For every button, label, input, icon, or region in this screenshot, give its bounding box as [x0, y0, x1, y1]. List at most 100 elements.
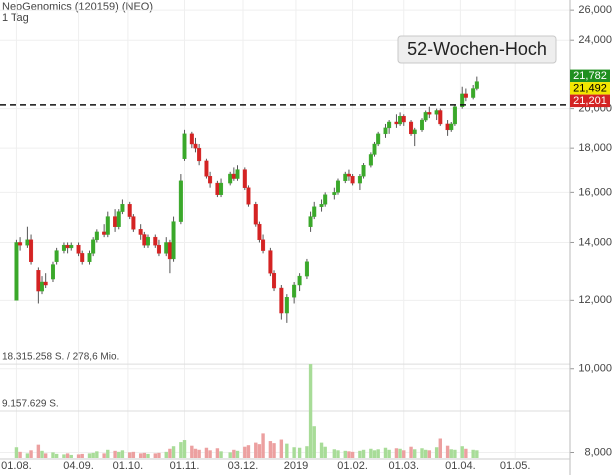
chart-subtitle: 1 Tag	[2, 12, 29, 24]
volume-bar	[387, 449, 391, 458]
candle-body	[40, 281, 45, 292]
volume-bar	[445, 445, 450, 458]
volume-bar	[420, 448, 424, 458]
volume-bar	[372, 450, 377, 458]
y-tick-label: 12,000	[578, 294, 612, 306]
candle-body	[335, 180, 340, 193]
volume-bar	[40, 450, 44, 458]
candle-body	[94, 231, 99, 241]
candle-body	[156, 244, 161, 254]
volume-tick-label: 18.315.258 S. / 278,6 Mio.	[2, 352, 119, 363]
x-tick-label: 01.03.	[388, 460, 419, 472]
candle-body	[412, 129, 417, 135]
candle-body	[449, 123, 454, 131]
candle-body	[268, 250, 273, 274]
y-tick-label: 24,000	[578, 34, 612, 46]
candle-body	[182, 133, 187, 159]
candle-body	[29, 239, 34, 262]
volume-bar	[376, 449, 380, 458]
price-label: 21,492	[573, 82, 607, 94]
volume-bar	[102, 453, 106, 458]
candle-body	[76, 244, 81, 254]
volume-bar	[413, 449, 417, 458]
y-tick-label: 14,000	[578, 236, 612, 248]
volume-bar	[347, 451, 351, 458]
candle-body	[91, 239, 96, 254]
volume-bar	[369, 448, 373, 458]
price-label-box	[570, 69, 610, 83]
candle-body	[292, 284, 297, 298]
candle-body	[69, 244, 74, 249]
candle-body	[18, 242, 23, 246]
candle-body	[368, 154, 373, 166]
candle-body	[65, 244, 70, 249]
volume-bar	[305, 446, 309, 458]
candle-body	[253, 204, 258, 225]
candle-body	[142, 234, 147, 246]
x-tick-label: 01.04.	[445, 460, 476, 472]
y-tick-label: 10,000	[578, 363, 612, 375]
candle-body	[279, 287, 284, 314]
candle-body	[346, 173, 351, 177]
candle-body	[219, 182, 224, 195]
volume-bar	[95, 451, 99, 458]
annotation-box	[397, 35, 557, 64]
candle-body	[113, 216, 118, 227]
y-tick-label: 16,000	[578, 186, 612, 198]
volume-bar	[197, 449, 201, 458]
x-tick-label: 03.12.	[228, 460, 259, 472]
volume-bar	[246, 445, 251, 458]
volume-bar	[232, 449, 236, 458]
volume-bar	[336, 450, 340, 458]
volume-bar	[168, 448, 172, 458]
volume-bar	[394, 448, 399, 458]
candle-body	[197, 147, 202, 162]
candle-body	[204, 160, 209, 177]
volume-bar	[157, 452, 161, 458]
candle-body	[235, 169, 240, 179]
candle-body	[120, 204, 125, 212]
x-tick-label: 01.10.	[113, 460, 144, 472]
candle-body	[215, 182, 220, 195]
volume-bar	[76, 454, 81, 458]
candle-body	[460, 93, 465, 107]
candle-body	[208, 176, 213, 184]
candle-body	[471, 88, 476, 98]
candle-body	[423, 112, 428, 121]
candle-body	[401, 115, 406, 123]
volume-bar	[142, 452, 147, 458]
price-label-box	[570, 82, 610, 95]
volume-bar	[272, 443, 276, 458]
volume-bar	[471, 449, 475, 458]
candle-body	[297, 275, 302, 286]
volume-bar	[257, 444, 262, 458]
volume-bar	[146, 453, 150, 458]
x-tick-label: 04.09.	[63, 460, 94, 472]
volume-bar	[153, 453, 157, 458]
candle-body	[61, 244, 66, 251]
volume-bar	[434, 447, 439, 458]
volume-bar	[427, 450, 432, 458]
candle-body	[257, 223, 262, 241]
candle-body	[463, 93, 468, 98]
candle-body	[343, 173, 348, 182]
volume-bar	[182, 440, 187, 458]
candle-body	[383, 127, 388, 135]
volume-bar	[319, 442, 324, 458]
candle-body	[376, 133, 381, 145]
candle-body	[80, 253, 85, 262]
candle-body	[272, 272, 277, 289]
price-label: 21,201	[573, 95, 607, 107]
candle-body	[50, 264, 55, 280]
volume-bar	[190, 445, 194, 458]
volume-bar	[65, 453, 70, 458]
price-label: 21,782	[573, 70, 607, 82]
volume-bar	[449, 449, 453, 458]
volume-bar	[235, 450, 240, 458]
candle-body	[14, 242, 19, 301]
candle-body	[308, 216, 313, 227]
volume-bar	[453, 449, 457, 458]
volume-bar	[297, 447, 302, 458]
candle-body	[189, 133, 194, 145]
